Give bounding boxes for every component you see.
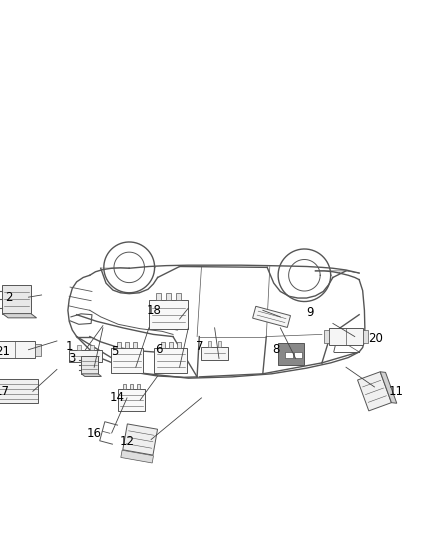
Text: 21: 21 (0, 345, 10, 358)
Bar (324, 330, 329, 343)
Bar (201, 346, 228, 360)
Bar (253, 306, 290, 327)
Bar (90, 345, 94, 350)
Bar (35, 344, 41, 356)
Bar (218, 342, 222, 346)
Text: 14: 14 (110, 391, 125, 405)
Bar (156, 293, 161, 301)
Bar (118, 389, 145, 411)
Bar (177, 342, 181, 348)
Bar (169, 342, 173, 348)
Bar (208, 342, 211, 346)
Text: 12: 12 (120, 435, 134, 448)
Bar (77, 345, 81, 350)
Text: 17: 17 (0, 385, 10, 398)
Text: 20: 20 (368, 332, 383, 345)
Bar (110, 348, 143, 374)
Bar (137, 384, 140, 389)
Bar (133, 342, 137, 348)
Text: 7: 7 (195, 340, 203, 353)
Bar (123, 384, 126, 389)
Bar (2, 285, 31, 313)
Polygon shape (2, 313, 36, 318)
Text: 8: 8 (272, 343, 279, 356)
Bar (357, 372, 392, 411)
Text: 3: 3 (69, 352, 76, 365)
Bar (278, 343, 304, 365)
Bar (81, 356, 98, 374)
Bar (154, 348, 187, 374)
Polygon shape (81, 374, 102, 376)
Text: 11: 11 (389, 385, 404, 398)
Text: 2: 2 (5, 290, 13, 304)
Text: 16: 16 (87, 427, 102, 440)
Polygon shape (380, 372, 397, 403)
Bar (166, 293, 171, 301)
Bar (176, 293, 181, 301)
Bar (123, 424, 158, 455)
Text: 6: 6 (155, 343, 162, 356)
Bar (294, 352, 302, 359)
Bar (161, 342, 165, 348)
Bar (117, 342, 121, 348)
Bar (285, 352, 293, 359)
Bar (121, 450, 153, 463)
Bar (363, 330, 368, 343)
Text: 18: 18 (147, 304, 162, 317)
Text: 1: 1 (65, 340, 73, 353)
Bar (329, 328, 363, 345)
Bar (130, 384, 133, 389)
Text: 9: 9 (306, 306, 314, 319)
Text: 5: 5 (112, 345, 119, 358)
Bar (0, 342, 35, 358)
Bar (125, 342, 129, 348)
Bar (0, 379, 38, 403)
Bar (149, 301, 188, 329)
Bar (69, 350, 102, 362)
